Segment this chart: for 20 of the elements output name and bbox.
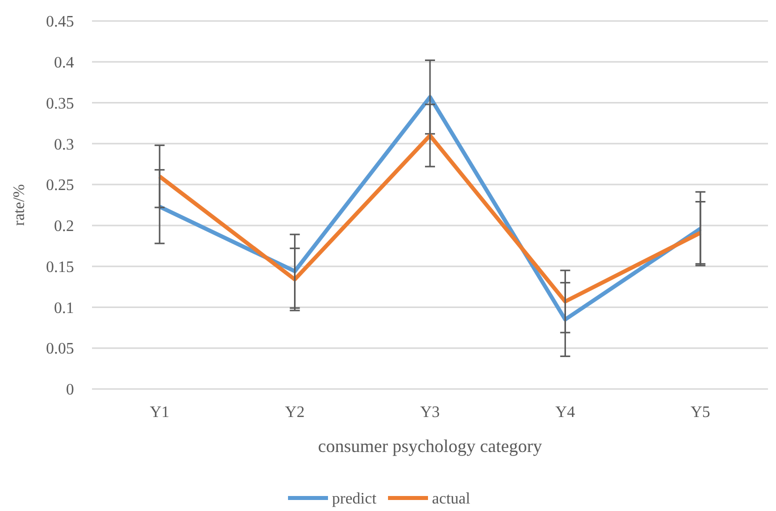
y-axis-title: rate/% [11,184,28,226]
x-axis-title: consumer psychology category [318,436,542,456]
x-tick-label: Y1 [150,404,170,421]
y-tick-label: 0.05 [46,340,74,358]
line-series [158,133,702,304]
y-tick-label: 0.4 [54,54,74,72]
y-tick-label: 0 [66,382,74,399]
x-tick-label: Y5 [690,404,710,421]
y-tick-label: 0.1 [54,300,74,317]
y-tick-label: 0.15 [46,258,74,276]
y-tick-label: 0.45 [46,14,74,31]
y-tick-label: 0.3 [54,136,74,154]
x-tick-label: Y4 [555,404,575,421]
y-tick-label: 0.25 [46,177,74,194]
y-tick-label: 0.2 [54,218,74,236]
y-tick-label: 0.35 [46,95,74,112]
legend-label: predict [332,490,377,508]
legend-label: actual [432,490,471,508]
x-tick-label: Y2 [285,404,305,421]
x-tick-label: Y3 [420,404,440,421]
